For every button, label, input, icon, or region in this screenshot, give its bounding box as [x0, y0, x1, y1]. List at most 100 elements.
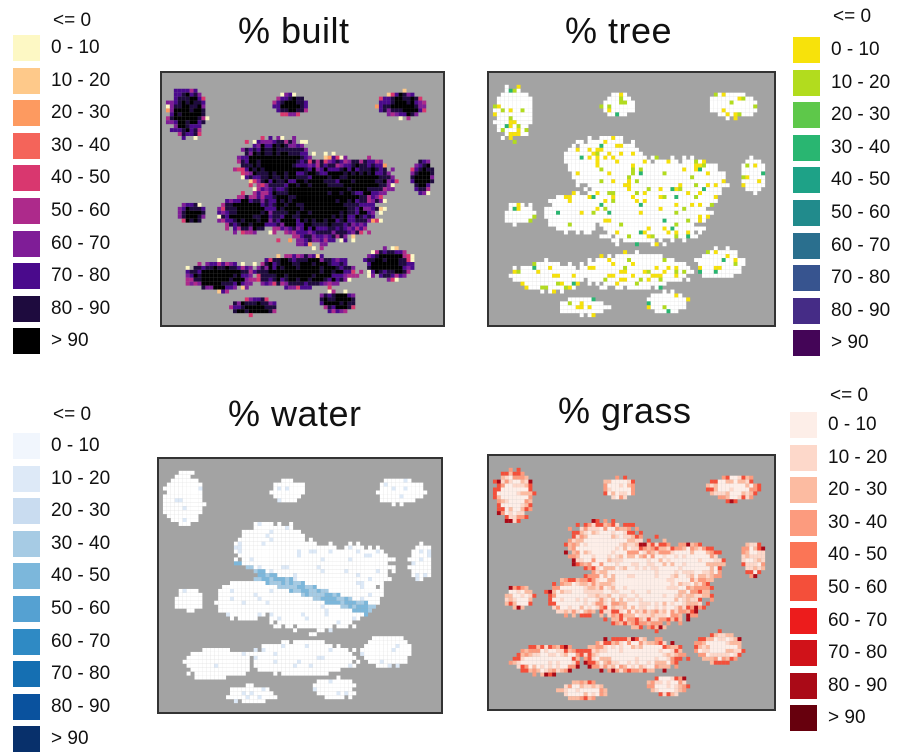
map-cell: [277, 648, 282, 652]
map-cell: [340, 573, 345, 578]
map-cell: [686, 214, 691, 219]
map-cell: [520, 202, 525, 207]
map-cell: [331, 151, 336, 156]
map-cell: [260, 301, 265, 306]
map-cell: [567, 226, 572, 231]
map-cell: [654, 183, 659, 188]
map-cell: [364, 569, 369, 574]
map-cell: [638, 269, 643, 274]
map-cell: [328, 655, 333, 660]
map-cell: [311, 195, 316, 199]
map-cell: [705, 199, 710, 203]
map-cell: [674, 269, 679, 274]
map-cell: [222, 604, 227, 609]
map-cell: [709, 210, 714, 215]
map-cell: [273, 608, 278, 613]
map-cell: [556, 226, 561, 231]
map-cell: [686, 183, 691, 188]
map-cell: [500, 471, 505, 476]
map-cell: [352, 573, 357, 578]
map-cell: [379, 557, 384, 562]
map-cell: [415, 486, 420, 491]
map-cell: [177, 100, 182, 105]
map-cell: [221, 262, 226, 266]
map-cell: [702, 167, 706, 172]
map-cell: [567, 305, 572, 310]
map-cell: [281, 596, 286, 601]
map-cell: [623, 171, 628, 176]
map-cell: [394, 265, 399, 270]
map-cell: [300, 277, 304, 282]
map-cell: [619, 226, 624, 231]
map-cell: [323, 230, 328, 235]
map-cell: [575, 147, 580, 152]
map-cell: [615, 151, 620, 156]
map-cell: [382, 108, 387, 113]
map-cell: [273, 561, 278, 566]
map-cell: [222, 648, 227, 652]
map-cell: [210, 659, 215, 664]
map-cell: [277, 596, 282, 601]
map-cell: [280, 195, 285, 199]
map-cell: [276, 183, 281, 188]
map-cell: [348, 561, 353, 566]
map-cell: [619, 195, 624, 199]
map-cell: [662, 305, 667, 310]
map-cell: [292, 139, 297, 144]
map-cell: [508, 124, 513, 129]
map-cell: [423, 545, 428, 550]
map-cell: [303, 218, 308, 223]
map-cell: [591, 191, 596, 196]
map-cell: [186, 671, 191, 676]
map-cell: [717, 179, 722, 184]
map-cell: [579, 218, 584, 223]
map-cell: [304, 569, 309, 574]
map-cell: [623, 222, 628, 227]
map-cell: [288, 230, 293, 235]
map-cell: [398, 250, 403, 255]
map-cell: [253, 691, 258, 696]
map-cell: [563, 273, 568, 278]
map-cell: [252, 226, 257, 231]
map-cell: [623, 96, 628, 101]
map-cell: [426, 179, 431, 184]
map-cell: [623, 258, 628, 262]
map-cell: [658, 269, 663, 274]
map-cell: [277, 525, 282, 530]
map-cell: [265, 525, 270, 530]
map-cell: [276, 108, 281, 113]
map-cell: [658, 167, 663, 172]
map-cell: [390, 250, 395, 255]
map-cell: [650, 202, 655, 207]
map-cell: [364, 557, 369, 562]
map-cell: [427, 553, 432, 558]
map-cell: [181, 218, 186, 223]
map-cell: [382, 100, 387, 105]
map-cell: [571, 206, 576, 211]
map-cell: [328, 565, 333, 570]
map-cell: [418, 104, 423, 109]
map-cell: [520, 116, 525, 121]
map-cell: [603, 206, 608, 211]
map-cell: [678, 167, 683, 172]
map-cell: [430, 179, 435, 184]
map-cell: [391, 565, 396, 570]
map-cell: [544, 214, 549, 219]
map-cell: [642, 258, 647, 262]
map-cell: [332, 667, 337, 672]
map-cell: [686, 175, 691, 180]
map-cell: [256, 183, 261, 188]
map-cell: [690, 214, 695, 219]
map-cell: [348, 565, 353, 570]
map-cell: [264, 183, 269, 188]
map-cell: [222, 659, 227, 664]
map-cell: [335, 262, 340, 266]
map-cell: [190, 608, 195, 613]
map-cell: [352, 624, 357, 629]
map-cell: [548, 210, 553, 215]
map-cell: [520, 96, 525, 101]
map-cell: [221, 214, 226, 219]
map-cell: [327, 297, 332, 302]
map-cell: [666, 301, 671, 306]
map-cell: [670, 191, 675, 196]
